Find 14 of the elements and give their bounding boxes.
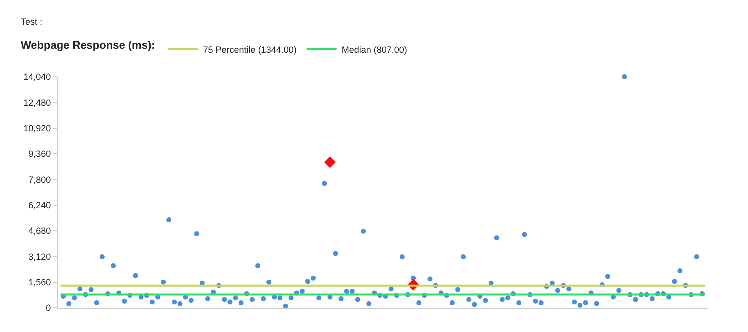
y-tick-label: 7,800: [28, 174, 52, 185]
y-tick-label: 10,920: [24, 123, 52, 134]
text: Test :: [21, 17, 43, 27]
y-tick-label: 12,480: [24, 98, 52, 108]
y-tick-label: 1,560: [28, 277, 52, 288]
legend-label: Median (807.00): [342, 44, 408, 55]
legend-title: Webpage Response (ms):: [21, 40, 156, 52]
y-tick-label: 14,040: [24, 72, 52, 82]
y-tick-label: 3,120: [28, 252, 52, 262]
legend-label: 75 Percentile (1344.00): [203, 44, 297, 55]
y-tick-label: 0: [46, 303, 52, 314]
y-tick-label: 4,680: [28, 226, 52, 236]
y-tick-label: 9,360: [28, 149, 52, 160]
y-tick-label: 6,240: [28, 200, 52, 210]
